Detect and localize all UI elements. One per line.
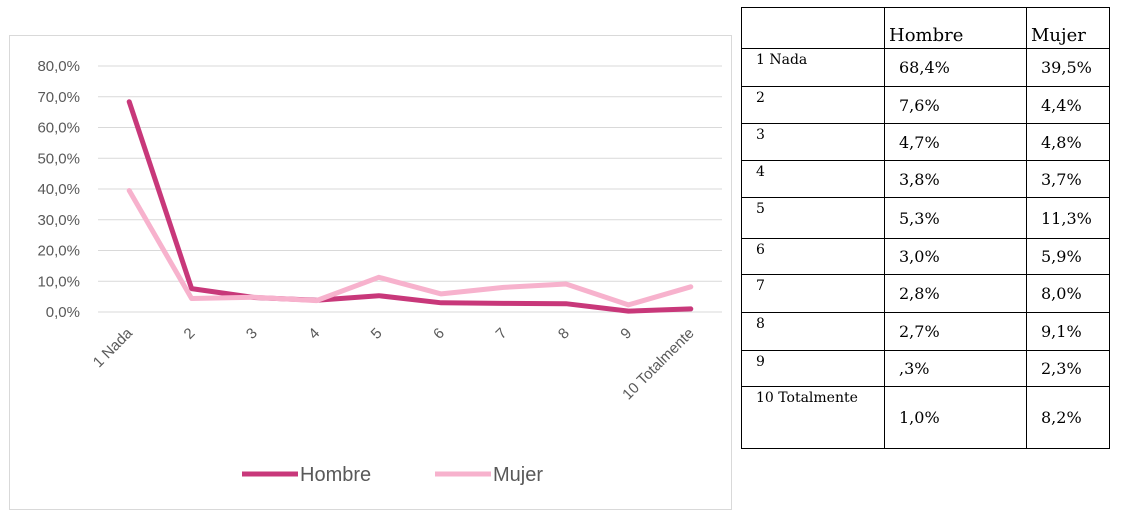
hombre-value-cell: 4,7% <box>884 123 1027 161</box>
hombre-value-cell: 3,8% <box>884 160 1027 198</box>
line-chart: 0,0% 10,0% 20,0% 30,0% 40,0% 50,0% 60,0% 70,0% 8… <box>37 58 722 486</box>
hombre-value-cell: 5,3% <box>884 197 1027 239</box>
legend-label: Mujer <box>493 464 543 486</box>
mujer-value-cell: 3,7% <box>1026 160 1110 198</box>
hombre-value-cell: 7,6% <box>884 86 1027 124</box>
x-tick-label: 5 <box>368 325 386 343</box>
y-tick-label: 70,0% <box>37 89 80 106</box>
y-tick-label: 40,0% <box>37 181 80 198</box>
table-row: 4 3,8% 3,7% <box>741 160 1110 198</box>
hombre-value-cell: 1,0% <box>884 386 1027 449</box>
header-cell-mujer: Mujer <box>1026 7 1110 49</box>
row-label-cell: 6 <box>741 238 885 275</box>
table-row: 1 Nada 68,4% 39,5% <box>741 48 1110 87</box>
table-header-row: Hombre Mujer <box>741 7 1110 49</box>
table-row: 5 5,3% 11,3% <box>741 197 1110 239</box>
chart-area: 0,0% 10,0% 20,0% 30,0% 40,0% 50,0% 60,0% 70,0% 8… <box>9 35 732 510</box>
y-tick-label: 60,0% <box>37 120 80 137</box>
row-label-cell: 7 <box>741 274 885 313</box>
hombre-value-cell: 68,4% <box>884 48 1027 87</box>
y-tick-label: 50,0% <box>37 150 80 167</box>
hombre-value-cell: 3,0% <box>884 238 1027 275</box>
y-tick-label: 80,0% <box>37 58 80 75</box>
table-row: 6 3,0% 5,9% <box>741 238 1110 275</box>
hombre-value-cell: 2,7% <box>884 312 1027 351</box>
x-tick-label: 6 <box>430 325 448 343</box>
header-cell-empty <box>741 7 885 49</box>
series-line-hombre <box>126 99 694 314</box>
mujer-value-cell: 4,8% <box>1026 123 1110 161</box>
table-row: 7 2,8% 8,0% <box>741 274 1110 313</box>
row-label-cell: 3 <box>741 123 885 161</box>
table-row: 2 7,6% 4,4% <box>741 86 1110 124</box>
mujer-value-cell: 9,1% <box>1026 312 1110 351</box>
header-cell-hombre: Hombre <box>884 7 1027 49</box>
x-tick-label: 8 <box>555 325 573 343</box>
table-row: 9,3% 2,3% <box>741 350 1110 387</box>
mujer-value-cell: 39,5% <box>1026 48 1110 87</box>
row-label-cell: 5 <box>741 197 885 239</box>
x-tick-label: 1 Nada <box>90 324 137 371</box>
x-tick-label: 4 <box>305 325 323 343</box>
row-label-cell: 2 <box>741 86 885 124</box>
mujer-value-cell: 8,0% <box>1026 274 1110 313</box>
x-tick-label: 3 <box>243 325 261 343</box>
y-tick-label: 10,0% <box>37 273 80 290</box>
table-row: 10 Totalmente 1,0% 8,2% <box>741 386 1110 449</box>
table-row: 3 4,7% 4,8% <box>741 123 1110 161</box>
y-tick-label: 30,0% <box>37 212 80 229</box>
row-label-cell: 8 <box>741 312 885 351</box>
x-tick-label: 2 <box>181 325 199 343</box>
series-line-mujer <box>126 188 694 308</box>
legend-label: Hombre <box>300 464 371 486</box>
data-table: Hombre Mujer 1 Nada 68,4% 39,5% 2 7,6% 4,4% 3 4… <box>741 7 1110 449</box>
mujer-value-cell: 2,3% <box>1026 350 1110 387</box>
hombre-value-cell: 2,8% <box>884 274 1027 313</box>
hombre-value-cell: ,3% <box>884 350 1027 387</box>
row-label-cell: 9 <box>741 350 885 387</box>
y-tick-label: 0,0% <box>46 304 80 321</box>
x-tick-label: 9 <box>617 325 635 343</box>
mujer-value-cell: 11,3% <box>1026 197 1110 239</box>
row-label-cell: 10 Totalmente <box>741 386 885 449</box>
row-label-cell: 4 <box>741 160 885 198</box>
x-tick-label: 7 <box>493 325 511 343</box>
row-label-cell: 1 Nada <box>741 48 885 87</box>
y-tick-label: 20,0% <box>37 243 80 260</box>
table-row: 8 2,7% 9,1% <box>741 312 1110 351</box>
mujer-value-cell: 8,2% <box>1026 386 1110 449</box>
mujer-value-cell: 4,4% <box>1026 86 1110 124</box>
mujer-value-cell: 5,9% <box>1026 238 1110 275</box>
